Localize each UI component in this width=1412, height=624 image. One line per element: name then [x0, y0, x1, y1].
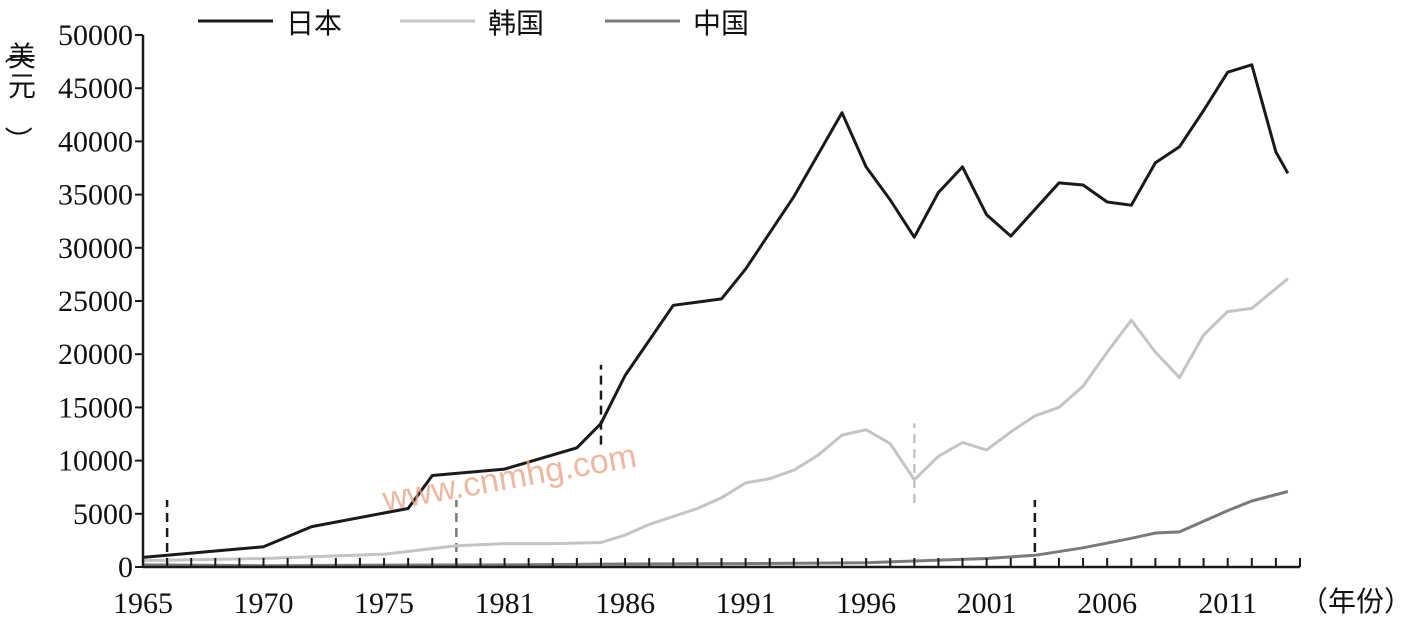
series-line-2: [142, 277, 1289, 563]
y-tick-label: 50000: [58, 19, 133, 52]
watermark: www.cnmhg.com: [379, 437, 640, 519]
y-axis-unit-char: 元: [8, 70, 36, 103]
x-tick-label: 1981: [475, 587, 535, 620]
x-axis-unit-label: （年份）: [1300, 585, 1412, 618]
y-tick-label: 35000: [58, 179, 133, 212]
y-tick-label: 45000: [58, 72, 133, 105]
series-line-1: [142, 63, 1290, 559]
y-tick-label: 40000: [58, 125, 133, 158]
axes: 0 5000 10000 15000 20000 25000 30000 35000 40000…: [58, 19, 1301, 620]
x-tick-label: 1996: [836, 587, 896, 620]
x-tick-label: 2011: [1198, 587, 1257, 620]
x-tick-label: 2006: [1077, 587, 1137, 620]
x-tick-label: 1986: [595, 587, 655, 620]
legend-label: 韩国: [488, 7, 544, 40]
x-tick-label: 1991: [716, 587, 776, 620]
y-tick-label: 5000: [73, 498, 133, 531]
y-axis-unit-char: ）: [1, 126, 34, 154]
x-axis-unit-text: （年份）: [1300, 585, 1412, 618]
x-tick-label: 1970: [234, 587, 294, 620]
legend: 日本 韩国 中国: [198, 7, 749, 40]
series-lines: [142, 63, 1290, 568]
reference-lines: [165, 364, 1037, 567]
y-tick-label: 30000: [58, 232, 133, 265]
y-tick-label: 15000: [58, 391, 133, 424]
x-tick-label: 1965: [113, 587, 173, 620]
y-axis-unit-label: （美元 ）: [1, 36, 36, 154]
y-tick-label: 0: [118, 551, 133, 584]
legend-label: 日本: [286, 7, 342, 40]
x-tick-label: 2001: [957, 587, 1017, 620]
y-tick-label: 25000: [58, 285, 133, 318]
x-tick-label: 1975: [354, 587, 414, 620]
y-axis-unit-char: 美: [8, 40, 36, 73]
legend-label: 中国: [693, 7, 749, 40]
y-tick-label: 20000: [58, 338, 133, 371]
y-tick-label: 10000: [58, 445, 133, 478]
y-axis-unit-text: （美元 ）: [1, 36, 36, 154]
y-axis-unit-char: （: [1, 36, 34, 64]
series-line-3: [142, 490, 1289, 568]
